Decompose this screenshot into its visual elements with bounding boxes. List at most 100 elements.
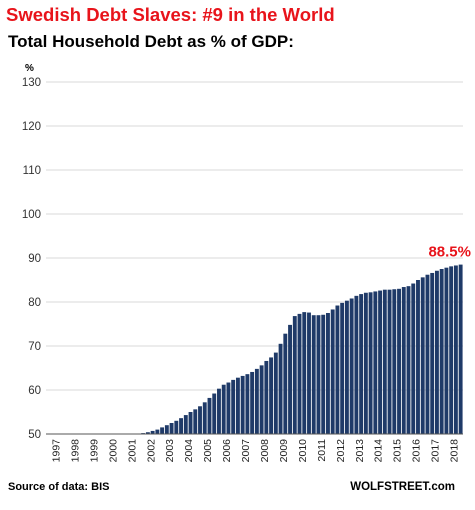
x-tick-label: 2009 (278, 439, 290, 463)
bar (259, 365, 264, 434)
bar (160, 427, 165, 434)
y-axis-label: % (25, 63, 34, 74)
chart-subtitle: Total Household Debt as % of GDP: (8, 32, 294, 51)
x-tick-label: 2001 (126, 439, 138, 463)
bar (430, 272, 435, 434)
bar (145, 432, 150, 434)
bar (292, 316, 297, 434)
y-tick-label: 50 (28, 429, 41, 441)
bar (411, 283, 416, 434)
bar (250, 371, 255, 434)
y-tick-label: 70 (28, 341, 41, 353)
bar (373, 291, 378, 434)
y-tick-label: 130 (22, 77, 41, 89)
bar (354, 295, 359, 434)
source-note: Source of data: BIS (8, 481, 110, 493)
bar (392, 289, 397, 434)
bar (264, 360, 269, 434)
bar (164, 425, 169, 434)
bar (406, 286, 411, 434)
bar (179, 418, 183, 434)
x-tick-label: 2014 (373, 439, 385, 463)
bar (269, 357, 274, 434)
bar (387, 289, 392, 434)
bar (363, 292, 368, 434)
y-tick-label: 110 (23, 165, 41, 177)
bar (382, 289, 387, 434)
bar (174, 420, 179, 434)
x-tick-label: 1998 (69, 439, 81, 463)
bar (150, 430, 155, 434)
bar (212, 393, 217, 434)
y-tick-label: 120 (22, 121, 41, 133)
bar (231, 379, 236, 434)
bar (155, 429, 160, 434)
bar (307, 312, 311, 434)
bar (458, 264, 463, 434)
x-tick-label: 2002 (145, 439, 157, 463)
x-tick-label: 2008 (259, 439, 271, 463)
bar (439, 269, 444, 434)
y-tick-label: 90 (28, 253, 41, 265)
bar (326, 313, 330, 434)
bar (378, 290, 383, 434)
bar (288, 324, 292, 434)
bar (335, 305, 340, 434)
x-tick-label: 2004 (183, 439, 195, 463)
bar (344, 300, 349, 434)
x-tick-label: 2003 (164, 439, 176, 463)
x-axis-ticks: 1997 1998 1999 2000 2001 2002 2003 2004 2005 2006… (51, 439, 461, 463)
x-tick-label: 2000 (107, 439, 119, 463)
bar (330, 309, 335, 434)
bar (321, 314, 326, 434)
x-tick-label: 2016 (411, 439, 423, 463)
bar (169, 423, 174, 434)
chart-title: Swedish Debt Slaves: #9 in the World (6, 4, 335, 25)
x-tick-label: 2007 (240, 439, 252, 463)
bar (444, 267, 449, 434)
bar (302, 312, 307, 434)
x-tick-label: 2012 (335, 439, 347, 463)
bar (434, 270, 439, 434)
x-tick-label: 1997 (51, 439, 63, 463)
bar (359, 294, 364, 434)
bar (245, 374, 250, 434)
bar (193, 409, 198, 434)
y-axis-ticks: 50 60 70 80 90 100 110 120 130 (22, 77, 41, 441)
bar (311, 315, 316, 434)
bar (278, 343, 283, 434)
bar (449, 266, 454, 434)
x-tick-label: 2017 (430, 439, 442, 463)
x-tick-label: 2011 (316, 439, 328, 462)
bar (217, 388, 221, 434)
bar (273, 352, 278, 434)
bar (416, 280, 420, 434)
bar (297, 313, 302, 434)
bar (368, 292, 373, 434)
bar (235, 377, 240, 434)
last-value-annotation: 88.5% (428, 244, 471, 261)
y-tick-label: 100 (22, 209, 41, 221)
bar (198, 406, 202, 434)
bar (420, 277, 425, 434)
bar (254, 368, 259, 434)
bar (221, 384, 226, 434)
bar (207, 397, 212, 434)
bar (226, 382, 231, 434)
bar (453, 265, 458, 434)
y-tick-label: 60 (28, 385, 41, 397)
x-tick-label: 1999 (88, 439, 100, 463)
x-tick-label: 2010 (297, 439, 309, 463)
x-tick-label: 2013 (354, 439, 366, 463)
x-tick-label: 2015 (392, 439, 404, 463)
bar (340, 302, 345, 434)
brand-label: WOLFSTREET.com (350, 481, 455, 493)
bar (397, 288, 401, 434)
bar (188, 412, 193, 434)
bar (240, 375, 245, 434)
bar (349, 298, 354, 434)
bar (425, 274, 430, 434)
bar (183, 415, 188, 434)
x-tick-label: 2006 (221, 439, 233, 463)
